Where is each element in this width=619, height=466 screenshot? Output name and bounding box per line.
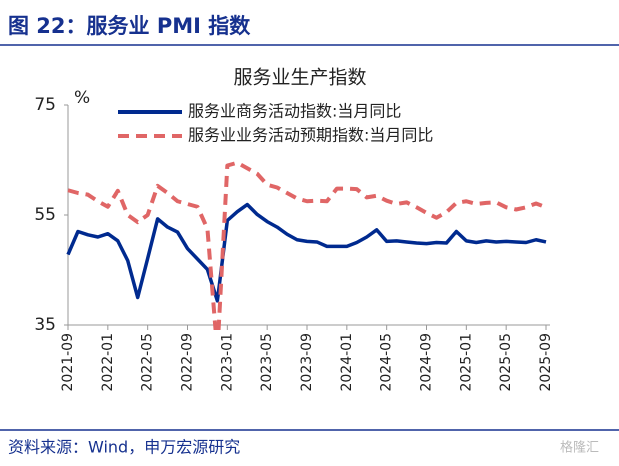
x-tick-label: 2024-09 — [419, 333, 435, 392]
y-tick-label: 35 — [34, 315, 56, 335]
x-tick-label: 2022-01 — [100, 333, 116, 392]
y-unit: % — [74, 88, 90, 108]
series-line — [67, 160, 547, 330]
x-tick-label: 2023-05 — [259, 333, 275, 392]
x-tick-label: 2024-05 — [379, 333, 395, 392]
x-tick-label: 2021-09 — [60, 333, 76, 392]
legend-label: 服务业业务活动预期指数:当月同比 — [188, 126, 433, 145]
header-title: 图 22：服务业 PMI 指数 — [8, 14, 251, 38]
x-tick-label: 2023-09 — [299, 333, 315, 392]
x-tick-label: 2024-01 — [339, 333, 355, 392]
x-tick-label: 2025-01 — [458, 333, 474, 392]
plot — [66, 160, 547, 330]
watermark: 格隆汇 — [560, 440, 599, 456]
y-tick-label: 75 — [34, 95, 56, 115]
x-tick-label: 2025-05 — [498, 333, 514, 392]
y-tick-label: 55 — [34, 205, 56, 225]
x-tick-label: 2023-01 — [219, 333, 235, 392]
x-tick-label: 2022-09 — [180, 333, 196, 392]
series-line — [66, 202, 547, 303]
chart-title: 服务业生产指数 — [233, 67, 366, 89]
x-tick-label: 2022-05 — [140, 333, 156, 392]
x-tick-label: 2025-09 — [538, 333, 554, 392]
legend-label: 服务业商务活动指数:当月同比 — [188, 102, 401, 121]
source: 资料来源：Wind，申万宏源研究 — [8, 438, 240, 457]
